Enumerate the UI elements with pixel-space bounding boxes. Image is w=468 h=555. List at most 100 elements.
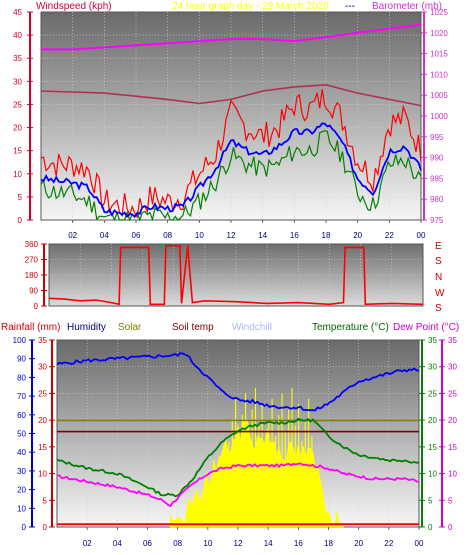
y2-tick-label: 985: [430, 174, 444, 183]
y2-tick-label: 30: [428, 363, 437, 372]
y-tick-label: 20: [17, 486, 26, 495]
y4-tick-label: 30: [448, 363, 457, 372]
y3-tick-label: 25: [38, 389, 47, 398]
y4-tick-label: 20: [448, 416, 457, 425]
y-tick-label: 45: [13, 8, 22, 17]
y-tick-label: 0: [34, 302, 39, 311]
x-tick-label: 10: [195, 231, 204, 240]
barometer-line: [40, 83, 422, 107]
wind-low-line: [40, 130, 422, 222]
humidity-label: Humidity: [67, 322, 106, 333]
pressure-top-line: [41, 23, 422, 51]
solar-label: Solar: [118, 322, 142, 333]
y2-tick-label: 20: [428, 416, 437, 425]
y-tick-label: 80: [17, 373, 26, 382]
y-tick-label: 10: [17, 504, 26, 513]
y3-tick-label: 10: [38, 470, 47, 479]
x-tick-label: 22: [385, 231, 394, 240]
soiltemp-label: Soil temp: [172, 322, 214, 333]
windspeed-label: Windspeed (kph): [36, 1, 112, 12]
y2-tick-label: 975: [430, 216, 444, 225]
y2-tick-label: 10: [428, 470, 437, 479]
x-tick-label: 06: [132, 231, 141, 240]
y4-tick-label: 10: [448, 470, 457, 479]
y-tick-label: 15: [13, 147, 22, 156]
y3-tick-label: 20: [38, 416, 47, 425]
y2-tick-label: 35: [428, 336, 437, 345]
x-tick-label: 22: [384, 539, 393, 548]
y-tick-label: 0: [18, 216, 23, 225]
compass-n: N: [435, 272, 442, 283]
y-tick-label: 40: [13, 31, 22, 40]
y4-tick-label: 35: [448, 336, 457, 345]
y-tick-label: 100: [13, 336, 27, 345]
y-tick-label: 0: [22, 523, 27, 532]
y-tick-label: 20: [13, 124, 22, 133]
y2-tick-label: 5: [428, 496, 433, 505]
y2-tick-label: 0: [428, 523, 433, 532]
x-tick-label: 06: [143, 539, 152, 548]
y-tick-label: 70: [17, 392, 26, 401]
y3-tick-label: 15: [38, 443, 47, 452]
y4-tick-label: 5: [448, 496, 453, 505]
y4-tick-label: 0: [448, 523, 453, 532]
y-tick-label: 360: [25, 240, 39, 249]
temperature-line: [56, 417, 420, 498]
title-dashes: ---: [345, 1, 355, 12]
y2-tick-label: 990: [430, 154, 444, 163]
x-tick-label: 12: [227, 231, 236, 240]
y-tick-label: 10: [13, 170, 22, 179]
wind-gust-trace: [40, 89, 422, 219]
x-tick-label: 20: [353, 231, 362, 240]
y-tick-label: 5: [18, 193, 23, 202]
y3-tick-label: 0: [43, 523, 48, 532]
x-tick-label: 16: [294, 539, 303, 548]
y2-tick-label: 1005: [430, 91, 448, 100]
y2-tick-label: 1015: [430, 50, 448, 59]
barometer-label: Barometer (mb): [372, 1, 442, 12]
y2-tick-label: 1000: [430, 112, 448, 121]
wind-average-line: [40, 122, 422, 219]
compass-e: E: [435, 241, 442, 252]
y4-tick-label: 15: [448, 443, 457, 452]
x-tick-label: 16: [290, 231, 299, 240]
x-tick-label: 14: [258, 231, 267, 240]
x-tick-label: 08: [163, 231, 172, 240]
temperature-label: Temperature (°C): [312, 322, 389, 333]
y-tick-label: 30: [13, 77, 22, 86]
y-tick-label: 60: [17, 411, 26, 420]
dewpoint-line: [56, 462, 420, 508]
y2-tick-label: 1010: [430, 70, 448, 79]
x-tick-label: 04: [100, 231, 109, 240]
compass-s-top: S: [435, 256, 442, 267]
x-tick-label: 10: [203, 539, 212, 548]
y-tick-label: 25: [13, 100, 22, 109]
y-tick-label: 50: [17, 430, 26, 439]
rainfall-label: Rainfall (mm): [1, 322, 60, 333]
y-tick-label: 270: [25, 256, 39, 265]
y4-tick-label: 25: [448, 389, 457, 398]
x-tick-label: 18: [324, 539, 333, 548]
y-tick-label: 90: [29, 287, 38, 296]
x-tick-label: 00: [417, 231, 426, 240]
y2-tick-label: 995: [430, 133, 444, 142]
y2-tick-label: 1025: [430, 8, 448, 17]
y2-tick-label: 1020: [430, 29, 448, 38]
dewpoint-label: Dew Point (°C): [393, 322, 459, 333]
compass-w: W: [435, 288, 445, 299]
x-tick-label: 14: [264, 539, 273, 548]
humidity-line: [56, 352, 420, 412]
x-tick-label: 02: [83, 539, 92, 548]
wind-direction-line: [48, 244, 424, 306]
y-tick-label: 40: [17, 448, 26, 457]
compass-s-bottom: S: [435, 303, 442, 314]
y3-tick-label: 35: [38, 336, 47, 345]
wind-plot-area: [40, 11, 422, 221]
x-tick-label: 00: [415, 539, 424, 548]
x-tick-label: 12: [234, 539, 243, 548]
y2-tick-label: 980: [430, 195, 444, 204]
sunshine-area: [169, 419, 345, 528]
y2-tick-label: 15: [428, 443, 437, 452]
y3-tick-label: 30: [38, 363, 47, 372]
